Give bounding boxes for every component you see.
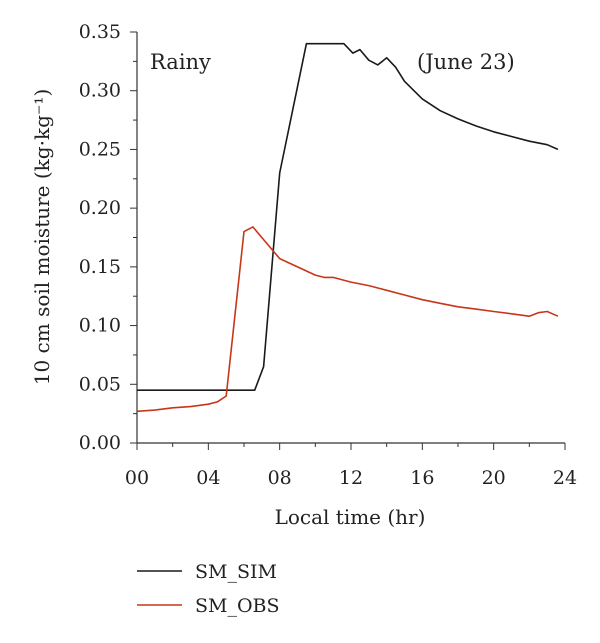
y-tick-label: 0.25 [79, 138, 121, 160]
y-tick-label: 0.10 [79, 315, 121, 337]
x-tick-label: 04 [196, 467, 220, 489]
x-ticks: 00 04 08 12 16 20 24 [125, 443, 577, 489]
x-tick-label: 24 [553, 467, 577, 489]
series-line-sm-obs [136, 226, 559, 413]
y-tick-label: 0.35 [79, 21, 121, 43]
series-layer [136, 42, 559, 413]
series-line-sm-sim [137, 42, 559, 391]
legend: SM_SIM SM_OBS [137, 561, 280, 617]
legend-label-sm-sim: SM_SIM [195, 561, 277, 583]
x-tick-label: 16 [410, 467, 434, 489]
y-tick-label: 0.00 [79, 432, 121, 454]
x-tick-label: 00 [125, 467, 149, 489]
x-tick-label: 20 [482, 467, 506, 489]
y-tick-label: 0.30 [79, 80, 121, 102]
y-tick-label: 0.20 [79, 197, 121, 219]
axes [136, 32, 565, 444]
y-axis-title: 10 cm soil moisture (kg·kg⁻¹) [30, 89, 54, 386]
annotation-date: (June 23) [417, 50, 515, 74]
annotation-rainy: Rainy [150, 50, 211, 74]
y-tick-label: 0.05 [79, 373, 121, 395]
y-ticks: 0.00 0.05 0.10 0.15 0.20 0.25 0.30 0.35 [79, 21, 137, 454]
x-axis-title: Local time (hr) [275, 505, 426, 529]
legend-label-sm-obs: SM_OBS [195, 595, 280, 617]
x-tick-label: 08 [268, 467, 292, 489]
x-tick-label: 12 [339, 467, 363, 489]
y-tick-label: 0.15 [79, 256, 121, 278]
